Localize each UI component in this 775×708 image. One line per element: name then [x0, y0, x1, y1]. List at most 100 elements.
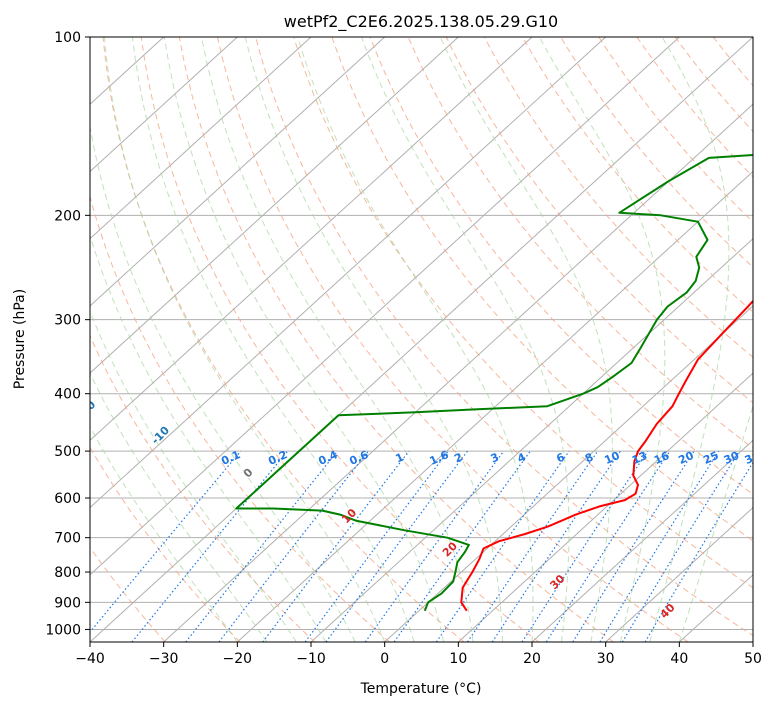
isotherm-line [90, 37, 753, 642]
mixing-ratio-line [467, 450, 599, 642]
dry-adiabat-line [90, 334, 316, 642]
mixing-ratio-line [599, 450, 720, 642]
mixing-ratio-label: 20 [676, 449, 696, 467]
mixing-ratio-line [304, 450, 449, 642]
mixing-ratio-line [131, 450, 289, 642]
moist-adiabat-line [90, 425, 238, 642]
x-tick-label: 50 [744, 651, 762, 667]
y-tick-label: 700 [54, 531, 81, 547]
isotherm-line [90, 37, 312, 240]
dry-adiabat-line [522, 37, 753, 313]
dry-adiabat-line [598, 37, 753, 223]
isotherm-line [90, 37, 533, 442]
mixing-ratio-label: 1 [394, 451, 406, 466]
dry-adiabat-line [217, 37, 689, 642]
y-tick-label: 800 [54, 565, 81, 581]
moist-adiabat-line [90, 234, 327, 642]
moist-adiabat-line [132, 37, 415, 642]
isotherm-line [605, 506, 753, 642]
series-layer [235, 153, 753, 612]
moist-adiabat-line [104, 37, 386, 642]
mixing-ratio-label: 16 [652, 449, 672, 467]
x-tick-label: 0 [380, 651, 389, 667]
dry-adiabat-line [712, 37, 753, 87]
dry-adiabat-label: -10 [149, 424, 172, 447]
y-tick-label: 1000 [45, 622, 81, 638]
mixing-ratio-line [572, 450, 695, 642]
isotherm-line [90, 37, 386, 307]
dry-adiabat-line [178, 37, 614, 642]
dry-adiabat-line [407, 37, 753, 449]
isotherm-line [90, 37, 238, 173]
moist-adiabat-line [201, 37, 474, 642]
moist-adiabat-line [361, 37, 570, 642]
x-tick-label: −10 [296, 651, 326, 667]
y-tick-label: 400 [54, 387, 81, 403]
dry-adiabat-label: 10 [339, 506, 359, 526]
isotherm-line [90, 37, 680, 576]
mixing-ratio-line [393, 450, 531, 642]
axis-layer: −40 −30 −20 −10 0 10 20 30 40 5010009008007006005… [45, 30, 762, 667]
mixing-ratio-line [90, 450, 242, 634]
label-layer: 0.10.20.40.611.62346810131620253036-100-… [75, 398, 763, 621]
mixing-ratio-line [545, 450, 671, 642]
dry-adiabat-line [369, 37, 753, 495]
x-axis-label: Temperature (°C) [360, 681, 482, 697]
dry-adiabat-line [445, 37, 753, 404]
dry-adiabat-line [560, 37, 753, 268]
y-tick-label: 900 [54, 595, 81, 611]
mixing-ratio-line [621, 450, 740, 642]
moist-adiabat-line [90, 310, 297, 642]
mixing-ratio-label: 6 [554, 450, 567, 465]
grid-layer [90, 37, 753, 642]
contour-layer [90, 37, 753, 642]
moist-adiabat-line [297, 37, 534, 642]
plot-frame [89, 36, 754, 643]
isotherm-line [90, 37, 607, 509]
mixing-ratio-label: 36 [743, 449, 763, 467]
mixing-ratio-label: 8 [583, 451, 595, 466]
mixing-ratio-line [185, 450, 339, 642]
mixing-ratio-label: 25 [701, 449, 720, 467]
chart-title: wetPf2_C2E6.2025.138.05.29.G10 [284, 12, 558, 32]
dry-adiabat-label: 30 [547, 572, 567, 592]
x-tick-label: 10 [449, 651, 467, 667]
dry-adiabat-line [255, 37, 753, 637]
y-tick-label: 200 [54, 208, 81, 224]
moist-adiabat-line [439, 37, 613, 642]
dry-adiabat-line [140, 37, 540, 642]
dry-adiabat-line [636, 37, 753, 178]
y-axis-label: Pressure (hPa) [12, 289, 28, 389]
dry-adiabat-line [102, 37, 465, 642]
mixing-ratio-label: 4 [515, 450, 528, 465]
x-tick-label: 40 [670, 651, 688, 667]
moist-adiabat-line [649, 37, 730, 642]
isotherm-line [90, 37, 459, 374]
x-tick-label: −40 [75, 651, 105, 667]
dry-adiabat-line [90, 446, 241, 642]
isotherm-line [236, 170, 753, 642]
dry-adiabat-line [293, 37, 753, 589]
moist-adiabat-line [538, 37, 666, 642]
x-tick-label: −20 [223, 651, 253, 667]
moist-adiabat-line [678, 404, 753, 642]
dry-adiabat-line [674, 37, 753, 133]
x-tick-label: 30 [597, 651, 615, 667]
mixing-ratio-label: 3 [489, 451, 501, 466]
y-tick-label: 600 [54, 491, 81, 507]
dry-adiabat-line [483, 37, 753, 358]
x-tick-label: −30 [149, 651, 179, 667]
isotherm-line [752, 641, 753, 642]
mixing-ratio-label: 13 [630, 449, 649, 467]
mixing-ratio-line [218, 450, 369, 642]
y-tick-label: 300 [54, 313, 81, 329]
y-tick-label: 100 [54, 30, 81, 46]
dry-adiabat-label: 0 [241, 466, 256, 481]
dry-adiabat-label: 40 [658, 601, 678, 621]
mixing-ratio-line [364, 450, 505, 642]
moist-adiabat-line [90, 371, 268, 642]
dry-adiabat-label: -20 [75, 398, 98, 421]
dry-adiabat-line [331, 37, 753, 542]
mixing-ratio-line [644, 461, 753, 642]
